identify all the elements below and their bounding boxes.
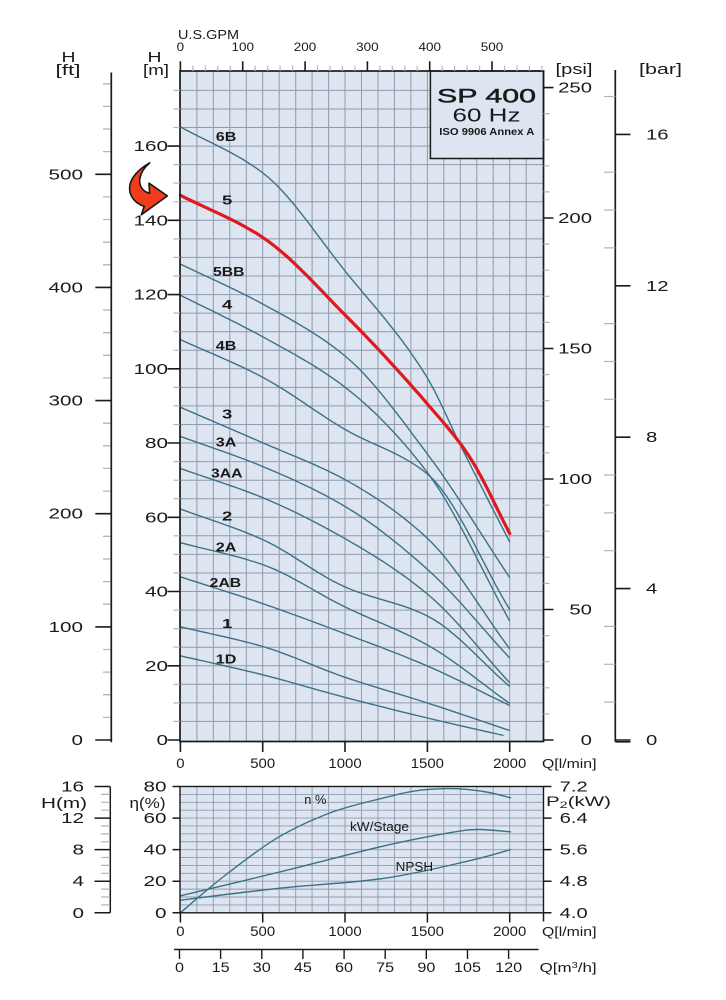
svg-text:500: 500 bbox=[49, 166, 84, 183]
svg-text:[bar]: [bar] bbox=[639, 61, 682, 78]
svg-text:5BB: 5BB bbox=[213, 264, 245, 279]
svg-text:80: 80 bbox=[144, 779, 167, 796]
svg-text:16: 16 bbox=[61, 779, 84, 796]
svg-text:300: 300 bbox=[49, 393, 84, 410]
svg-text:2000: 2000 bbox=[493, 756, 526, 771]
svg-text:400: 400 bbox=[49, 279, 84, 296]
svg-text:300: 300 bbox=[356, 42, 379, 54]
svg-text:4: 4 bbox=[222, 297, 233, 312]
svg-text:140: 140 bbox=[134, 212, 169, 229]
svg-text:60 Hz: 60 Hz bbox=[453, 106, 521, 126]
svg-text:200: 200 bbox=[49, 506, 84, 523]
svg-text:100: 100 bbox=[49, 619, 84, 636]
svg-text:100: 100 bbox=[558, 471, 592, 488]
svg-text:30: 30 bbox=[253, 960, 271, 975]
svg-text:120: 120 bbox=[134, 287, 169, 304]
svg-text:2000: 2000 bbox=[493, 924, 526, 939]
svg-text:5.6: 5.6 bbox=[560, 842, 588, 859]
svg-text:3A: 3A bbox=[216, 435, 237, 450]
svg-text:200: 200 bbox=[558, 210, 592, 227]
svg-text:60: 60 bbox=[144, 810, 167, 827]
svg-text:40: 40 bbox=[144, 842, 167, 859]
svg-text:100: 100 bbox=[231, 42, 254, 54]
svg-text:1500: 1500 bbox=[411, 924, 444, 939]
svg-text:250: 250 bbox=[558, 80, 592, 97]
svg-text:1000: 1000 bbox=[328, 756, 361, 771]
svg-text:Q[l/min]: Q[l/min] bbox=[542, 924, 597, 939]
svg-text:0: 0 bbox=[155, 905, 167, 922]
svg-text:0: 0 bbox=[581, 732, 592, 749]
svg-text:ISO 9906 Annex A: ISO 9906 Annex A bbox=[439, 127, 534, 138]
svg-text:0: 0 bbox=[176, 924, 184, 939]
svg-text:8: 8 bbox=[646, 429, 657, 446]
svg-text:1: 1 bbox=[222, 616, 232, 631]
svg-text:0: 0 bbox=[157, 732, 169, 749]
svg-text:400: 400 bbox=[418, 42, 441, 54]
svg-text:20: 20 bbox=[145, 658, 168, 675]
svg-text:0: 0 bbox=[177, 42, 185, 54]
svg-text:100: 100 bbox=[134, 361, 169, 378]
svg-text:H: H bbox=[148, 49, 162, 66]
svg-text:150: 150 bbox=[558, 341, 592, 358]
svg-text:60: 60 bbox=[335, 960, 353, 975]
svg-text:105: 105 bbox=[454, 960, 481, 975]
svg-text:20: 20 bbox=[144, 873, 167, 890]
svg-text:120: 120 bbox=[495, 960, 522, 975]
svg-text:160: 160 bbox=[134, 138, 169, 155]
svg-text:500: 500 bbox=[250, 924, 275, 939]
svg-text:0: 0 bbox=[646, 732, 657, 749]
svg-text:0: 0 bbox=[175, 960, 184, 975]
svg-text:0: 0 bbox=[72, 732, 84, 749]
svg-text:SP 400: SP 400 bbox=[437, 86, 536, 108]
svg-text:2AB: 2AB bbox=[210, 575, 242, 590]
svg-text:4B: 4B bbox=[216, 338, 237, 353]
svg-text:NPSH: NPSH bbox=[396, 860, 434, 874]
svg-text:4.0: 4.0 bbox=[560, 905, 588, 922]
svg-text:6.4: 6.4 bbox=[560, 810, 588, 827]
svg-text:[psi]: [psi] bbox=[556, 61, 593, 78]
svg-text:12: 12 bbox=[646, 278, 669, 295]
svg-text:Q[l/min]: Q[l/min] bbox=[542, 756, 597, 771]
svg-text:50: 50 bbox=[569, 602, 592, 619]
svg-text:15: 15 bbox=[212, 960, 230, 975]
svg-text:500: 500 bbox=[481, 42, 504, 54]
svg-text:5: 5 bbox=[222, 193, 232, 208]
svg-text:16: 16 bbox=[646, 126, 669, 143]
svg-text:3: 3 bbox=[222, 407, 232, 422]
svg-text:1D: 1D bbox=[216, 652, 237, 667]
svg-text:1500: 1500 bbox=[411, 756, 444, 771]
svg-text:4: 4 bbox=[73, 873, 85, 890]
svg-text:80: 80 bbox=[145, 435, 168, 452]
svg-text:60: 60 bbox=[145, 509, 168, 526]
svg-text:4: 4 bbox=[646, 581, 657, 598]
svg-text:Q[m3/h]: Q[m 3/h] bbox=[540, 960, 597, 975]
svg-text:H: H bbox=[62, 49, 76, 66]
svg-text:η(%): η(%) bbox=[130, 795, 166, 812]
svg-text:90: 90 bbox=[417, 960, 435, 975]
svg-text:2A: 2A bbox=[216, 540, 237, 555]
svg-text:0: 0 bbox=[176, 756, 184, 771]
svg-text:[ft]: [ft] bbox=[56, 62, 81, 79]
svg-text:8: 8 bbox=[73, 842, 85, 859]
svg-text:n %: n % bbox=[304, 793, 326, 807]
svg-text:U.S.GPM: U.S.GPM bbox=[178, 27, 239, 42]
svg-text:3AA: 3AA bbox=[211, 466, 243, 481]
svg-text:40: 40 bbox=[145, 584, 168, 601]
svg-text:0: 0 bbox=[73, 905, 85, 922]
svg-text:P2(kW): P 2 (kW) bbox=[546, 794, 611, 811]
svg-text:12: 12 bbox=[61, 810, 84, 827]
svg-text:4.8: 4.8 bbox=[560, 873, 588, 890]
svg-text:500: 500 bbox=[250, 756, 275, 771]
svg-text:6B: 6B bbox=[216, 129, 237, 144]
svg-text:75: 75 bbox=[376, 960, 394, 975]
svg-text:7.2: 7.2 bbox=[560, 779, 588, 796]
svg-text:45: 45 bbox=[294, 960, 312, 975]
svg-text:H(m): H(m) bbox=[41, 795, 87, 812]
svg-text:kW/Stage: kW/Stage bbox=[350, 820, 409, 834]
svg-text:200: 200 bbox=[294, 42, 317, 54]
svg-text:2: 2 bbox=[222, 509, 232, 524]
svg-text:[m]: [m] bbox=[143, 62, 169, 79]
svg-text:1000: 1000 bbox=[328, 924, 361, 939]
